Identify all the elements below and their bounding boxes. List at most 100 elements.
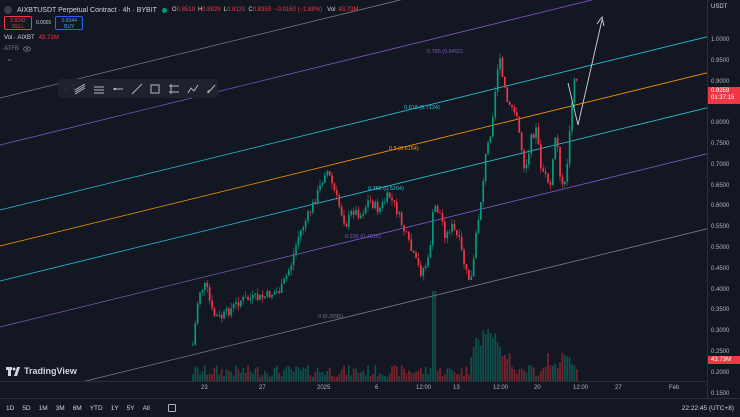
price-tick: 0.3000 bbox=[711, 328, 730, 335]
collapse-legend-icon[interactable]: ⌃ bbox=[6, 58, 13, 67]
ohlc-key: L bbox=[223, 7, 227, 13]
candle bbox=[302, 227, 305, 231]
rectangle-icon[interactable] bbox=[149, 82, 162, 95]
candle bbox=[321, 182, 324, 186]
range-button-3m[interactable]: 3M bbox=[55, 404, 65, 412]
fib-channel-line bbox=[0, 72, 707, 247]
volume-bar bbox=[393, 365, 396, 381]
candle bbox=[242, 296, 245, 301]
volume-bar bbox=[424, 366, 427, 381]
candle bbox=[237, 302, 240, 307]
volume-bar bbox=[460, 368, 463, 381]
atfb-indicator-legend[interactable]: ATFB bbox=[4, 46, 31, 52]
volume-bar bbox=[300, 370, 302, 381]
candle bbox=[540, 144, 542, 169]
volume-bar bbox=[415, 372, 417, 381]
candle bbox=[312, 202, 314, 213]
candle bbox=[235, 302, 237, 305]
volume-bar bbox=[326, 370, 329, 381]
currency-label[interactable]: USDT bbox=[711, 4, 728, 10]
candle bbox=[225, 308, 228, 312]
price-tick: 0.4500 bbox=[711, 265, 730, 272]
volume-bar bbox=[237, 369, 240, 381]
symbol-title[interactable]: AIXBTUSDT Perpetual Contract · 4h · BYBI… bbox=[17, 6, 157, 14]
price-axis[interactable] bbox=[707, 0, 740, 400]
range-button-5y[interactable]: 5Y bbox=[126, 404, 135, 412]
ohlc-item: −0.0160 (−1.88%) bbox=[274, 7, 322, 13]
path-icon[interactable] bbox=[187, 82, 200, 95]
candle bbox=[520, 132, 523, 151]
candle bbox=[264, 296, 266, 298]
volume-bar bbox=[463, 375, 465, 381]
position-icon[interactable] bbox=[168, 82, 181, 95]
eye-icon[interactable] bbox=[22, 46, 31, 52]
volume-bar bbox=[242, 368, 245, 381]
volume-bar bbox=[249, 371, 252, 381]
volume-bar bbox=[448, 367, 451, 381]
candle bbox=[506, 87, 509, 102]
volume-bar bbox=[513, 369, 516, 381]
price-tick: 0.4000 bbox=[711, 286, 730, 293]
volume-bar bbox=[456, 374, 458, 381]
volume-bar bbox=[429, 368, 432, 381]
range-button-ytd[interactable]: YTD bbox=[89, 404, 103, 412]
volume-bar bbox=[544, 366, 547, 381]
candle bbox=[523, 150, 525, 169]
volume-indicator-legend[interactable]: Vol · AIXBT 43.73M bbox=[4, 35, 59, 41]
candle bbox=[295, 245, 297, 255]
candle bbox=[271, 294, 273, 298]
fib-channel-icon[interactable] bbox=[74, 82, 87, 95]
candle bbox=[285, 275, 288, 279]
volume-bar bbox=[336, 376, 338, 381]
price-chart[interactable] bbox=[0, 0, 707, 381]
trend-line-icon[interactable] bbox=[130, 82, 143, 95]
bar-countdown: 01:37:15 bbox=[711, 95, 735, 101]
volume-bar bbox=[285, 366, 288, 381]
volume-bar bbox=[225, 369, 228, 381]
range-button-1m[interactable]: 1M bbox=[38, 404, 48, 412]
range-button-6m[interactable]: 6M bbox=[72, 404, 82, 412]
volume-bar bbox=[360, 372, 362, 381]
volume-bar bbox=[453, 371, 456, 381]
candle bbox=[386, 192, 389, 202]
volume-bar bbox=[475, 337, 477, 381]
range-button-1d[interactable]: 1D bbox=[6, 404, 15, 412]
sell-button[interactable]: 0.8343 SELL bbox=[4, 16, 32, 30]
candle bbox=[304, 220, 307, 228]
projection-path bbox=[567, 19, 603, 126]
candle bbox=[391, 197, 393, 201]
volume-bar bbox=[362, 370, 365, 381]
volume-bar bbox=[312, 376, 314, 381]
volume-bar bbox=[295, 366, 297, 381]
volume-bar bbox=[444, 374, 446, 381]
range-button-5d[interactable]: 5D bbox=[22, 404, 31, 412]
calendar-icon[interactable] bbox=[167, 404, 176, 412]
clock[interactable]: 22:22:45 (UTC+8) bbox=[681, 404, 734, 412]
candle bbox=[499, 57, 501, 70]
horizontal-ray-icon[interactable] bbox=[112, 82, 125, 95]
volume-bar bbox=[350, 375, 353, 381]
brush-icon[interactable] bbox=[205, 82, 218, 95]
fib-channel-line bbox=[0, 107, 707, 282]
candle bbox=[446, 232, 449, 239]
range-button-1y[interactable]: 1Y bbox=[110, 404, 119, 412]
volume-bar bbox=[208, 373, 211, 381]
time-axis[interactable] bbox=[0, 381, 707, 396]
tradingview-logo[interactable]: TradingView bbox=[6, 366, 77, 376]
candle bbox=[573, 79, 576, 103]
volume-bar bbox=[240, 372, 242, 381]
ohlc-key: H bbox=[197, 7, 203, 13]
volume-bar bbox=[566, 356, 569, 381]
ohlc-value: 0.8359 bbox=[252, 7, 272, 13]
buy-button[interactable]: 0.8344 BUY bbox=[55, 16, 84, 30]
volume-bar bbox=[247, 365, 249, 381]
range-button-all[interactable]: All bbox=[142, 404, 150, 412]
parallel-channel-icon[interactable] bbox=[93, 82, 106, 95]
volume-bar bbox=[458, 374, 461, 381]
fib-label-0382: 0.382 (0.5204) bbox=[368, 186, 404, 192]
candle bbox=[549, 182, 552, 185]
grip-icon[interactable]: ⋮⋮ bbox=[62, 84, 78, 93]
candle bbox=[528, 153, 530, 165]
candle bbox=[280, 283, 283, 293]
candle bbox=[480, 202, 482, 220]
